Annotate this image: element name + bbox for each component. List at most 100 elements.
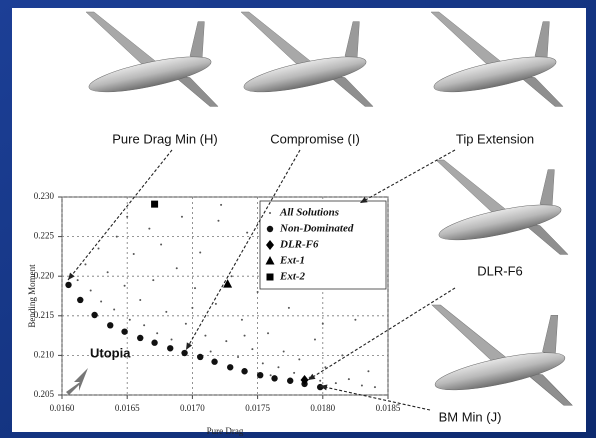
- data-point: [90, 289, 92, 291]
- data-point: [298, 358, 300, 360]
- x-tick-label: 0.0185: [376, 403, 401, 413]
- x-tick-label: 0.0180: [310, 403, 335, 413]
- data-point: [374, 386, 376, 388]
- annotation: Tip Extension: [456, 131, 534, 146]
- y-axis-title: Bending Moment: [27, 264, 37, 328]
- data-point: [185, 323, 187, 325]
- legend-label: Non-Dominated: [279, 223, 354, 235]
- legend-label: DLR-F6: [279, 239, 319, 251]
- data-point: [288, 307, 290, 309]
- data-point: [199, 251, 201, 253]
- data-point: [91, 312, 97, 318]
- data-point: [348, 378, 350, 380]
- annotation: Compromise (I): [270, 131, 360, 146]
- data-point: [151, 201, 158, 208]
- annotation: Utopia: [90, 345, 131, 360]
- data-point: [137, 335, 143, 341]
- data-point: [237, 356, 239, 358]
- data-point: [241, 319, 243, 321]
- data-point: [257, 372, 263, 378]
- data-point: [324, 366, 326, 368]
- y-tick-label: 0.210: [34, 349, 55, 359]
- data-point: [244, 335, 246, 337]
- data-point: [107, 271, 109, 273]
- data-point: [121, 328, 127, 334]
- x-tick-label: 0.0175: [245, 403, 270, 413]
- data-point: [361, 384, 363, 386]
- figure: 0.0160 0.0165 0.0170 0.0175 0.0180 0.0185 0.20…: [0, 0, 596, 438]
- y-tick-label: 0.205: [34, 389, 55, 399]
- y-tick-label: 0.225: [34, 231, 55, 241]
- legend-label: Ext-2: [279, 271, 306, 283]
- data-point: [98, 247, 100, 249]
- data-point: [354, 319, 356, 321]
- data-point: [129, 319, 131, 321]
- x-tick-label: 0.0165: [115, 403, 140, 413]
- data-point: [270, 374, 272, 376]
- annotation: Pure Drag Min (H): [112, 131, 217, 146]
- data-point: [262, 362, 264, 364]
- data-point: [367, 370, 369, 372]
- data-point: [148, 228, 150, 230]
- x-tick-label: 0.0170: [180, 403, 205, 413]
- x-axis-title: Pure Drag: [207, 426, 244, 436]
- data-point: [167, 345, 173, 351]
- data-point: [197, 354, 203, 360]
- data-point: [124, 285, 126, 287]
- data-point: [77, 279, 79, 281]
- data-point: [160, 244, 162, 246]
- page: {"chart_data": {"type": "scatter", "xlab…: [0, 0, 596, 438]
- data-point: [335, 382, 337, 384]
- data-point: [176, 267, 178, 269]
- data-point: [293, 372, 295, 374]
- data-point: [211, 359, 217, 365]
- data-point: [194, 287, 196, 289]
- data-point: [215, 303, 217, 305]
- data-point: [181, 216, 183, 218]
- data-point: [84, 263, 86, 265]
- data-point: [217, 220, 219, 222]
- data-point: [204, 335, 206, 337]
- data-point: [139, 299, 141, 301]
- data-point: [181, 350, 187, 356]
- data-point: [225, 340, 227, 342]
- data-point: [246, 232, 248, 234]
- data-point: [100, 301, 102, 303]
- data-point: [133, 253, 135, 255]
- data-point: [165, 311, 167, 313]
- data-point: [156, 332, 158, 334]
- data-point: [251, 348, 253, 350]
- data-point: [287, 378, 293, 384]
- data-point: [107, 322, 113, 328]
- data-point: [143, 324, 145, 326]
- annotation: DLR-F6: [477, 263, 523, 278]
- data-point: [271, 375, 277, 381]
- data-point: [227, 364, 233, 370]
- data-point: [151, 340, 157, 346]
- data-point: [65, 282, 71, 288]
- data-point: [191, 307, 193, 309]
- data-point: [210, 350, 212, 352]
- legend-marker: [267, 226, 273, 232]
- data-point: [283, 350, 285, 352]
- data-point: [341, 354, 343, 356]
- data-point: [152, 279, 154, 281]
- data-point: [241, 368, 247, 374]
- data-point: [126, 216, 128, 218]
- data-point: [314, 339, 316, 341]
- data-point: [267, 332, 269, 334]
- legend-marker: [267, 274, 274, 281]
- data-point: [319, 380, 321, 382]
- legend-marker: [269, 212, 271, 214]
- annotation: BM Min (J): [439, 409, 502, 424]
- legend-label: Ext-1: [279, 255, 305, 267]
- data-point: [257, 291, 259, 293]
- x-tick-label: 0.0160: [50, 403, 75, 413]
- data-point: [322, 323, 324, 325]
- data-point: [220, 204, 222, 206]
- y-tick-label: 0.230: [34, 191, 55, 201]
- data-point: [277, 366, 279, 368]
- data-point: [113, 308, 115, 310]
- data-point: [171, 339, 173, 341]
- data-point: [116, 236, 118, 238]
